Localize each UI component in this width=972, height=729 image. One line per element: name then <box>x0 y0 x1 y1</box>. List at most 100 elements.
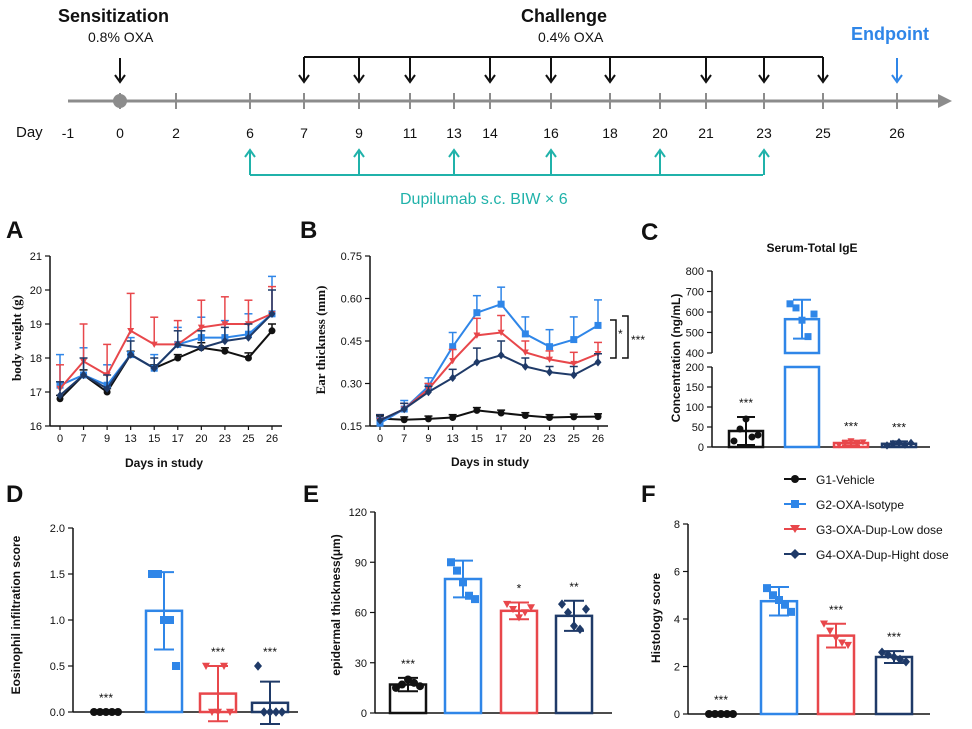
data-point <box>509 605 517 614</box>
bar <box>759 599 799 716</box>
data-point <box>102 708 110 716</box>
y-tick-label: 150 <box>686 382 704 394</box>
x-tick-label: 13 <box>447 433 459 445</box>
challenge-arrowhead <box>817 74 829 84</box>
data-point <box>497 300 505 308</box>
data-point <box>214 708 222 716</box>
chart-c-title: Serum-Total IgE <box>766 241 857 255</box>
chart-f-ylabel: Histology score <box>649 573 663 663</box>
y-tick-label: 0.0 <box>50 707 65 719</box>
data-point <box>148 570 156 578</box>
legend: G1-Vehicle G2-OXA-Isotype G3-OXA-Dup-Low… <box>784 473 949 562</box>
series-line <box>59 330 273 400</box>
challenge-arrowhead <box>545 74 557 84</box>
data-point <box>527 604 535 612</box>
challenge-arrowhead <box>758 74 770 84</box>
y-tick-label: 2.0 <box>50 523 65 535</box>
data-point <box>742 415 750 423</box>
day-label: Day <box>16 124 43 141</box>
y-tick-label: 6 <box>674 567 680 579</box>
legend-label-g3: G3-OXA-Dup-Low dose <box>816 523 943 537</box>
chart-c-ylabel: Concentration (ng/mL) <box>669 294 683 423</box>
series-line <box>379 302 599 425</box>
data-point <box>376 416 384 425</box>
dupilumab-label: Dupilumab s.c. BIW × 6 <box>400 191 568 208</box>
data-point <box>174 340 182 349</box>
challenge-sub: 0.4% OXA <box>538 29 604 45</box>
bar <box>499 609 539 715</box>
timeline-day-label: 18 <box>602 125 618 141</box>
data-point <box>398 680 406 689</box>
timeline-day-label: 14 <box>482 125 498 141</box>
data-point <box>546 356 554 363</box>
data-point <box>570 336 578 344</box>
data-point <box>907 438 915 448</box>
endpoint-arrowhead <box>891 74 903 84</box>
dosing-arrowhead <box>244 148 256 158</box>
timeline-day-label: 6 <box>246 125 254 141</box>
significance-label: *** <box>829 603 843 617</box>
data-point <box>400 404 408 414</box>
data-point <box>841 440 849 447</box>
data-point <box>582 604 590 614</box>
timeline-day-label: 2 <box>172 125 180 141</box>
chart-d-eosinophil: Eosinophil infiltration score 0.0 0.5 1.0 1… <box>9 523 298 725</box>
chart-a-xlabel: Days in study <box>125 456 203 470</box>
timeline-arrows <box>114 57 903 175</box>
data-point <box>832 634 840 642</box>
data-point <box>883 441 891 450</box>
data-point <box>80 370 88 380</box>
data-point <box>497 350 505 360</box>
data-point <box>810 310 818 318</box>
data-point <box>769 591 777 600</box>
panel-letter-c: C <box>641 219 658 246</box>
challenge-arrowhead <box>298 74 310 84</box>
y-tick-label: 200 <box>686 362 704 374</box>
y-tick-label: 0 <box>698 442 704 454</box>
data-point <box>473 309 481 317</box>
data-point <box>272 707 280 717</box>
dosing-arrowhead <box>545 148 557 158</box>
x-tick-label: 7 <box>80 433 86 445</box>
data-point <box>453 566 461 575</box>
data-point <box>447 558 455 567</box>
x-tick-label: 20 <box>519 433 531 445</box>
data-point <box>208 708 216 716</box>
data-point <box>400 416 408 424</box>
data-point <box>804 333 812 341</box>
x-tick-label: 23 <box>543 433 555 445</box>
data-point <box>260 707 268 717</box>
data-point <box>424 415 432 423</box>
data-point <box>424 387 432 397</box>
significance-label: * <box>517 581 522 595</box>
data-point <box>90 708 98 716</box>
data-point <box>416 682 424 691</box>
challenge-arrowhead <box>404 74 416 84</box>
data-point <box>404 675 412 684</box>
data-point <box>449 343 457 351</box>
legend-label-g1: G1-Vehicle <box>816 473 875 487</box>
data-point <box>174 354 182 362</box>
significance-label: *** <box>739 396 753 410</box>
panel-letter-f: F <box>641 481 656 508</box>
data-point <box>570 621 578 631</box>
data-point <box>96 708 104 716</box>
y-tick-label: 21 <box>30 251 42 263</box>
data-point <box>878 647 886 658</box>
data-point <box>154 570 162 578</box>
x-tick-label: 0 <box>57 433 63 445</box>
legend-item: G2-OXA-Isotype <box>784 498 904 512</box>
x-tick-label: 23 <box>219 433 231 445</box>
data-point <box>884 649 892 660</box>
data-point <box>127 350 135 359</box>
significance-label: *** <box>99 691 113 705</box>
chart-a-ylabel: body weight (g) <box>9 295 24 381</box>
data-point <box>570 413 578 421</box>
y-tick-label: 2 <box>674 662 680 674</box>
significance-label: *** <box>887 630 901 644</box>
challenge-title: Challenge <box>521 6 607 26</box>
data-point <box>890 652 898 662</box>
significance-label: *** <box>892 420 906 434</box>
chart-b-ear-thickness: Ear thickness (mm) Days in study * *** 0… <box>313 251 645 469</box>
